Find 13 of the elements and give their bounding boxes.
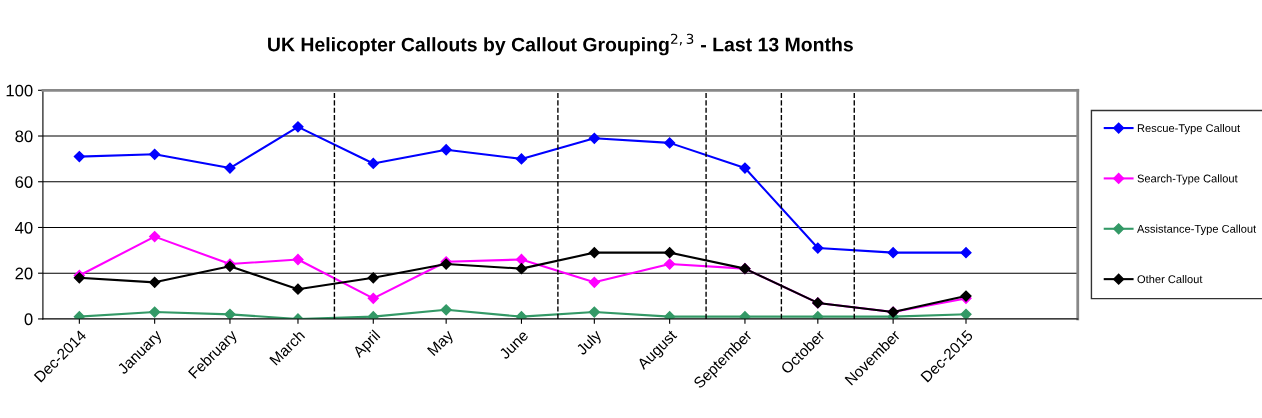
y-tick-label: 80 bbox=[15, 130, 33, 143]
y-tick-label: 0 bbox=[24, 313, 33, 326]
y-tick-label: 60 bbox=[15, 176, 33, 188]
x-tick-label: July bbox=[575, 328, 605, 358]
y-tick-label: 100 bbox=[6, 84, 33, 97]
legend-label: Other Callout bbox=[1137, 274, 1203, 284]
y-tick-label: 20 bbox=[15, 267, 33, 280]
legend-label: Search-Type Callout bbox=[1137, 174, 1238, 185]
chart-title: UK Helicopter Callouts by Callout Grouping$^{2,3}$ - Last 13 Months bbox=[268, 33, 853, 56]
x-tick-label: May bbox=[427, 329, 457, 359]
y-tick-label: 40 bbox=[15, 221, 33, 234]
legend-label: Rescue-Type Callout bbox=[1137, 123, 1241, 135]
legend-label: Assistance-Type Callout bbox=[1137, 224, 1257, 235]
